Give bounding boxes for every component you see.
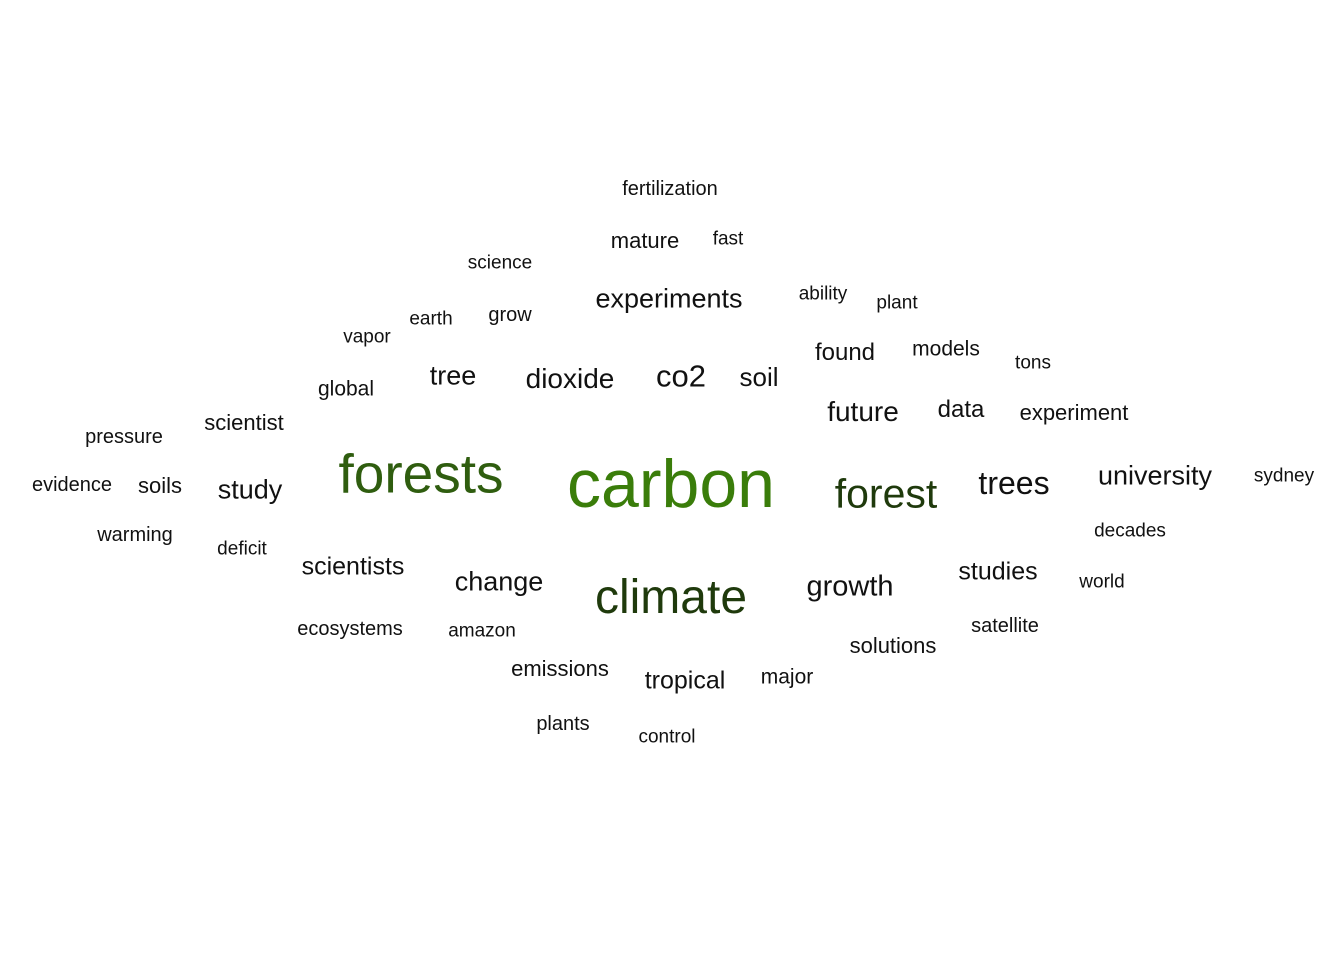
- word-trees: trees: [978, 465, 1050, 501]
- word-decades: decades: [1094, 520, 1166, 542]
- word-experiments: experiments: [595, 283, 743, 314]
- word-sydney: sydney: [1253, 465, 1315, 487]
- word-major: major: [760, 665, 814, 689]
- word-plant: plant: [876, 292, 918, 314]
- word-scientists: scientists: [301, 552, 405, 581]
- word-experiment: experiment: [1019, 400, 1129, 425]
- word-ability: ability: [798, 283, 848, 305]
- word-tree: tree: [429, 360, 477, 391]
- word-carbon: carbon: [567, 446, 775, 522]
- word-tons: tons: [1015, 352, 1051, 374]
- word-earth: earth: [409, 308, 453, 330]
- word-deficit: deficit: [217, 538, 267, 560]
- word-vapor: vapor: [343, 326, 391, 348]
- word-warming: warming: [97, 524, 173, 546]
- word-solutions: solutions: [849, 633, 937, 658]
- word-pressure: pressure: [85, 426, 163, 448]
- word-grow: grow: [488, 304, 532, 326]
- word-university: university: [1097, 460, 1213, 491]
- word-emissions: emissions: [511, 656, 609, 681]
- word-fast: fast: [712, 228, 744, 250]
- word-world: world: [1079, 571, 1125, 593]
- word-co2: co2: [656, 358, 706, 394]
- word-forest: forest: [834, 470, 938, 517]
- word-soil: soil: [739, 362, 779, 392]
- word-global: global: [317, 377, 375, 401]
- word-ecosystems: ecosystems: [297, 618, 403, 640]
- word-plants: plants: [536, 713, 590, 735]
- word-amazon: amazon: [448, 620, 516, 642]
- word-tropical: tropical: [644, 666, 726, 695]
- word-found: found: [814, 339, 876, 366]
- word-future: future: [827, 396, 899, 427]
- word-control: control: [638, 726, 696, 748]
- word-science: science: [467, 252, 533, 274]
- word-studies: studies: [958, 557, 1038, 586]
- word-mature: mature: [610, 228, 680, 253]
- word-models: models: [912, 337, 980, 361]
- word-satellite: satellite: [971, 615, 1039, 637]
- word-evidence: evidence: [31, 474, 113, 496]
- word-study: study: [217, 474, 283, 505]
- word-change: change: [454, 566, 544, 597]
- word-soils: soils: [137, 473, 183, 498]
- word-climate: climate: [594, 571, 748, 624]
- word-growth: growth: [806, 570, 894, 603]
- word-forests: forests: [338, 442, 504, 505]
- word-fertilization: fertilization: [622, 178, 718, 200]
- word-scientist: scientist: [204, 410, 284, 435]
- word-dioxide: dioxide: [525, 363, 615, 394]
- word-data: data: [937, 396, 985, 423]
